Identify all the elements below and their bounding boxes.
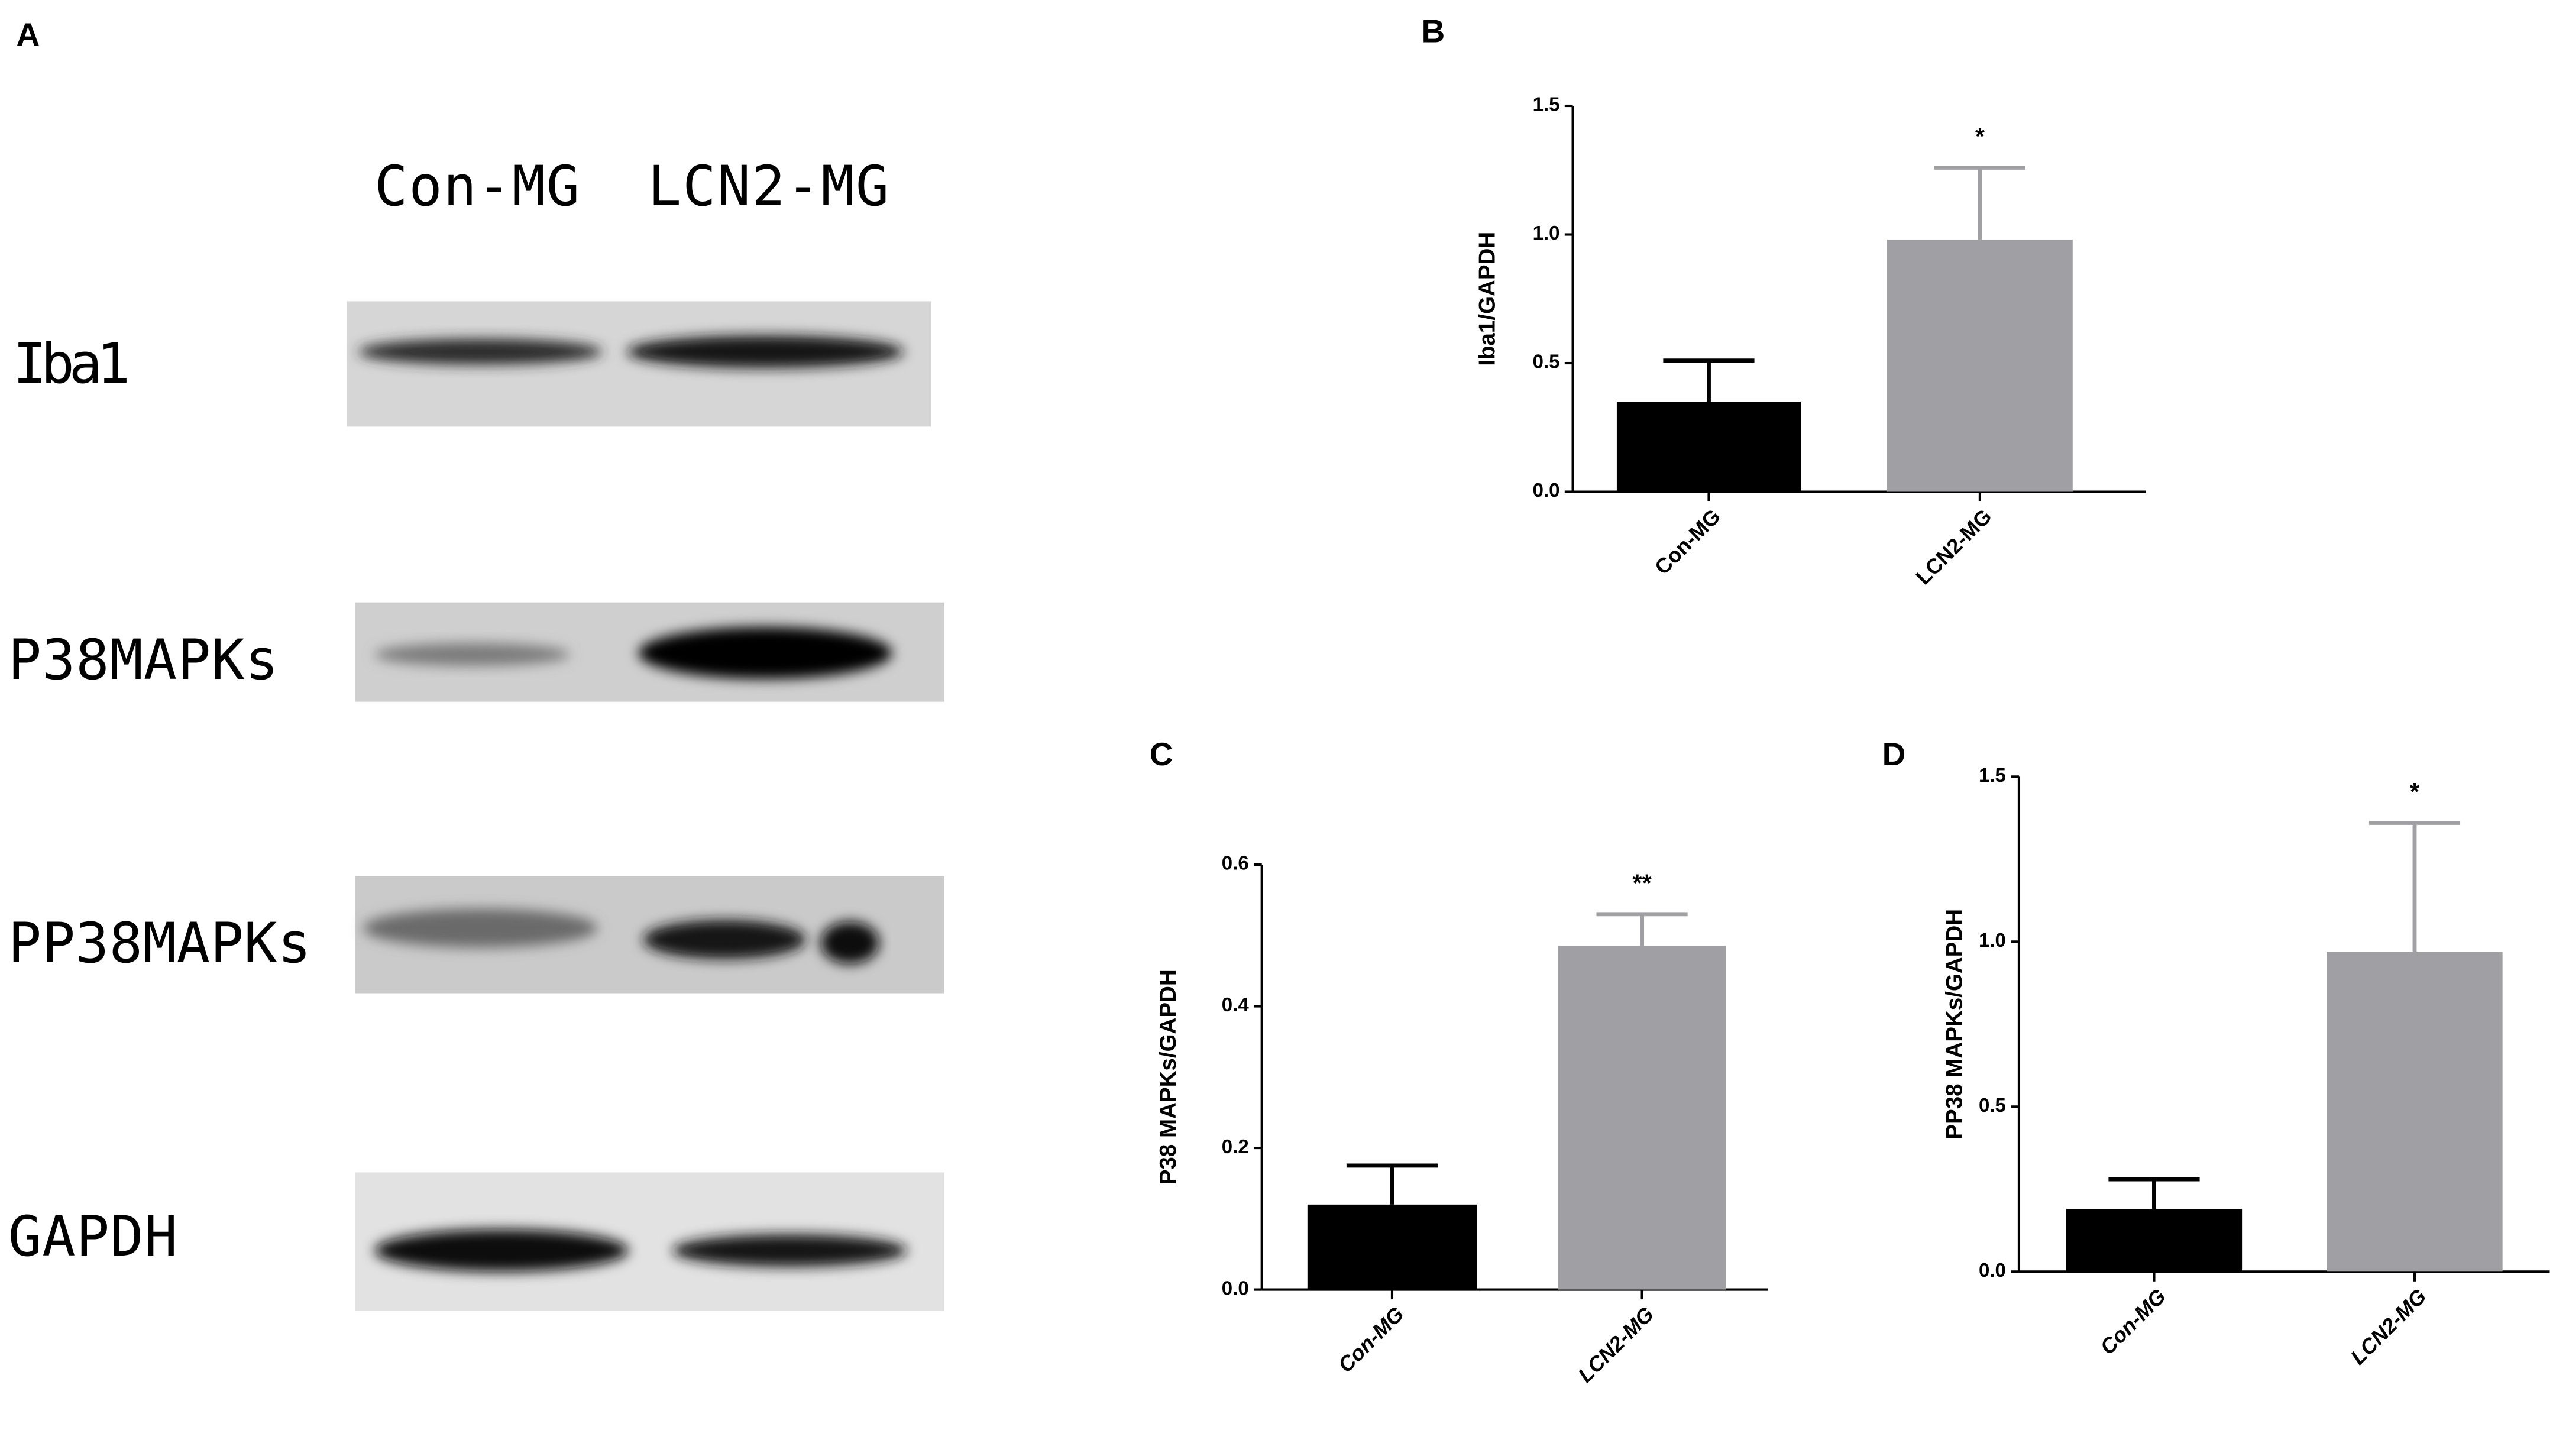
blot-strip <box>355 1172 944 1311</box>
significance-label: * <box>2410 778 2420 805</box>
bar <box>1616 402 1801 492</box>
blot-strip <box>347 301 931 427</box>
bar <box>1558 946 1726 1290</box>
y-axis-label: P38 MAPKs/GAPDH <box>1156 969 1181 1185</box>
lane-label: LCN2-MG <box>648 154 889 219</box>
y-tick-label: 0.0 <box>1533 479 1560 501</box>
y-axis-label: PP38 MAPKs/GAPDH <box>1942 909 1968 1140</box>
panel-label: C <box>1150 736 1173 772</box>
x-tick-label: LCN2-MG <box>1574 1302 1659 1387</box>
row-label: PP38MAPKs <box>8 911 311 976</box>
y-tick-label: 0.0 <box>1979 1259 2006 1281</box>
error-bar <box>1663 358 1755 402</box>
y-tick-label: 0.6 <box>1222 852 1249 874</box>
x-tick-label: Con-MG <box>1334 1302 1409 1377</box>
bar <box>2327 952 2503 1272</box>
error-bar <box>1346 1163 1438 1205</box>
blot-strip <box>355 876 944 994</box>
row-label: GAPDH <box>8 1205 177 1269</box>
blot-strip <box>355 602 944 702</box>
panel-label: A <box>17 16 40 53</box>
bar <box>1307 1204 1477 1290</box>
error-bar <box>2108 1177 2200 1209</box>
y-tick-label: 1.0 <box>1533 222 1560 244</box>
x-tick-label: LCN2-MG <box>2346 1284 2431 1370</box>
bar <box>2066 1209 2243 1272</box>
panel-label: D <box>1882 736 1906 772</box>
y-tick-label: 0.2 <box>1222 1135 1249 1157</box>
y-tick-label: 1.5 <box>1979 764 2006 786</box>
error-bar <box>1934 165 2025 240</box>
panel-label: B <box>1422 13 1445 50</box>
row-label: P38MAPKs <box>8 628 279 693</box>
significance-label: * <box>1975 123 1985 150</box>
x-tick-label: LCN2-MG <box>1911 504 1997 590</box>
error-bar <box>1596 912 1688 946</box>
y-tick-label: 0.4 <box>1222 994 1250 1015</box>
lane-label: Con-MG <box>374 154 580 219</box>
y-tick-label: 0.5 <box>1533 351 1560 373</box>
error-bar <box>2368 820 2461 952</box>
y-tick-label: 1.0 <box>1979 929 2006 951</box>
row-label: Iba1 <box>13 332 130 396</box>
y-tick-label: 0.5 <box>1979 1094 2006 1116</box>
x-tick-label: Con-MG <box>2096 1284 2171 1360</box>
bar <box>1887 240 2073 492</box>
y-tick-label: 1.5 <box>1533 93 1560 115</box>
y-tick-label: 0.0 <box>1222 1277 1249 1299</box>
x-tick-label: Con-MG <box>1651 504 1726 580</box>
y-axis-label: Iba1/GAPDH <box>1474 232 1500 366</box>
significance-label: ** <box>1633 869 1652 897</box>
